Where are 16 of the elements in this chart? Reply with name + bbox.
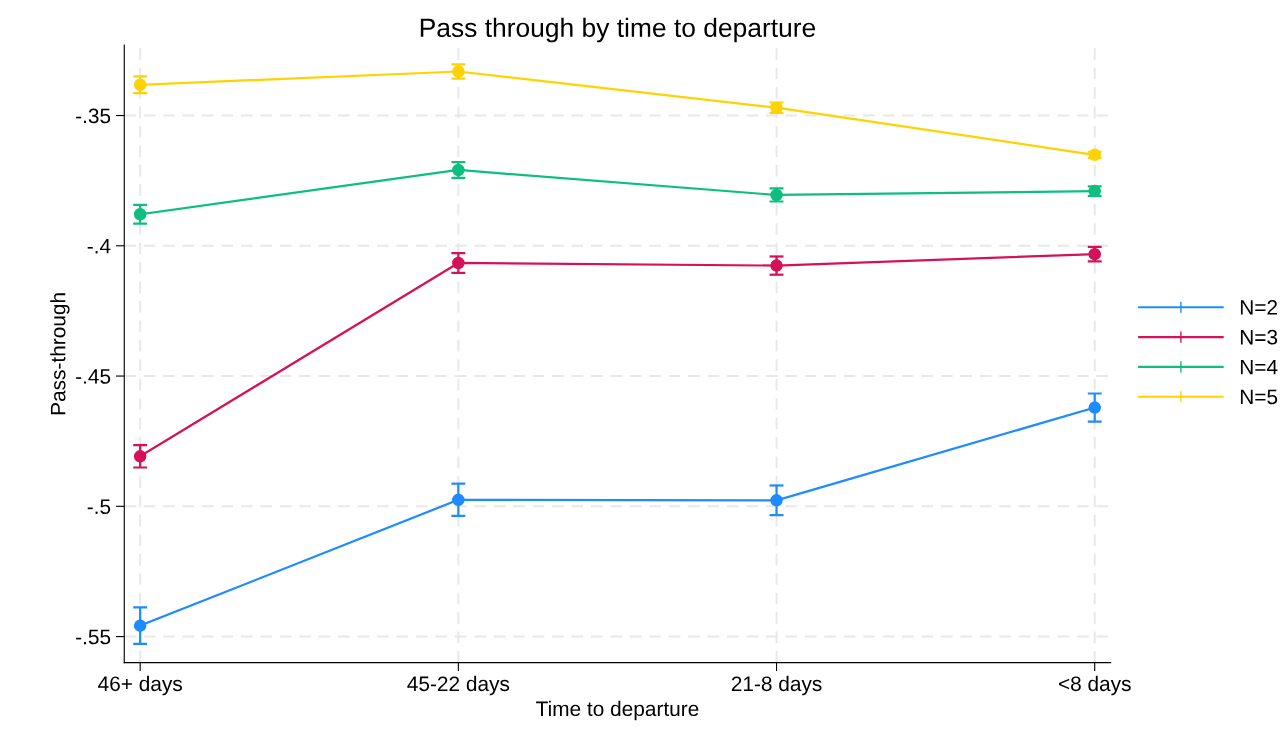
y-tick-label: -.5	[87, 499, 111, 515]
x-tick-label: 46+ days	[98, 675, 182, 696]
chart-title: Pass through by time to departure	[420, 17, 816, 43]
y-tick-label: -.35	[76, 108, 111, 124]
y-tick-label: -.45	[76, 369, 111, 384]
legend-label: N=3	[1240, 329, 1278, 345]
x-axis-title: Time to departure	[536, 700, 699, 721]
y-tick-label: -.4	[87, 239, 111, 254]
legend-label: N=4	[1240, 359, 1278, 375]
legend-label: N=5	[1240, 389, 1278, 405]
x-tick-label: <8 days	[1058, 675, 1131, 696]
y-axis-title: Pass-through	[50, 293, 70, 415]
x-tick-label: 45-22 days	[407, 675, 510, 696]
y-tick-label: -.55	[76, 629, 111, 645]
legend-label: N=2	[1240, 299, 1277, 315]
x-tick-label: 21-8 days	[731, 675, 822, 696]
